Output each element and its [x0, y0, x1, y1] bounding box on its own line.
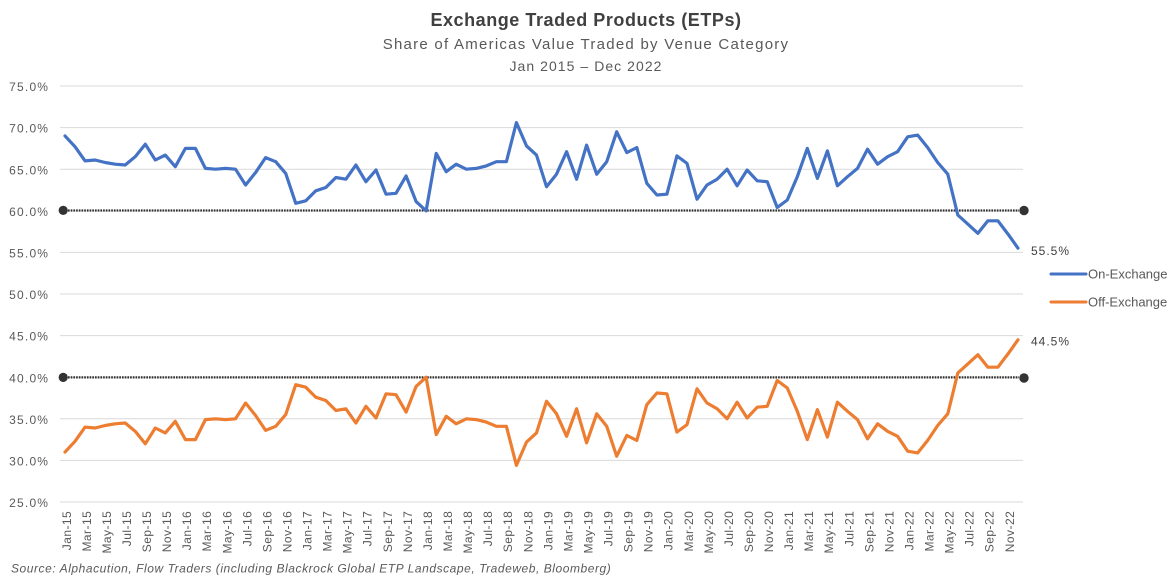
svg-text:Sep-22: Sep-22 — [983, 511, 997, 552]
svg-text:Mar-22: Mar-22 — [923, 511, 937, 552]
svg-text:Source: Alphacution, Flow Trad: Source: Alphacution, Flow Traders (inclu… — [11, 562, 611, 576]
svg-text:Sep-17: Sep-17 — [381, 511, 395, 552]
svg-text:Jan-18: Jan-18 — [421, 511, 435, 550]
svg-text:Nov-20: Nov-20 — [762, 511, 776, 552]
svg-text:Sep-20: Sep-20 — [742, 511, 756, 552]
svg-text:Jul-18: Jul-18 — [481, 511, 495, 546]
svg-text:40.0%: 40.0% — [9, 371, 49, 385]
svg-text:Jan-20: Jan-20 — [662, 511, 676, 550]
svg-text:Sep-21: Sep-21 — [862, 511, 876, 552]
svg-text:Jan-15: Jan-15 — [60, 511, 74, 550]
svg-text:Jan-19: Jan-19 — [541, 511, 555, 550]
svg-text:Mar-16: Mar-16 — [200, 511, 214, 552]
svg-text:Mar-18: Mar-18 — [441, 511, 455, 552]
svg-text:Jul-20: Jul-20 — [722, 511, 736, 546]
svg-text:Nov-22: Nov-22 — [1003, 511, 1017, 552]
svg-text:75.0%: 75.0% — [9, 80, 49, 94]
svg-text:May-18: May-18 — [461, 511, 475, 554]
svg-text:Sep-19: Sep-19 — [622, 511, 636, 552]
svg-text:Jan-16: Jan-16 — [180, 511, 194, 550]
svg-text:Exchange Traded Products (ETPs: Exchange Traded Products (ETPs) — [430, 10, 741, 30]
svg-text:Sep-16: Sep-16 — [260, 511, 274, 552]
svg-text:May-19: May-19 — [581, 511, 595, 554]
svg-text:35.0%: 35.0% — [9, 413, 49, 427]
svg-text:Mar-17: Mar-17 — [321, 511, 335, 552]
svg-text:Share of Americas Value Traded: Share of Americas Value Traded by Venue … — [383, 36, 790, 53]
svg-text:May-15: May-15 — [100, 511, 114, 554]
svg-text:50.0%: 50.0% — [9, 288, 49, 302]
svg-text:Mar-15: Mar-15 — [80, 511, 94, 552]
svg-text:Jan 2015 – Dec 2022: Jan 2015 – Dec 2022 — [509, 58, 662, 74]
svg-text:55.0%: 55.0% — [9, 247, 49, 261]
svg-text:May-17: May-17 — [341, 511, 355, 554]
svg-text:May-20: May-20 — [702, 511, 716, 554]
svg-text:60.0%: 60.0% — [9, 205, 49, 219]
svg-text:Mar-20: Mar-20 — [682, 511, 696, 552]
svg-text:Jul-19: Jul-19 — [602, 511, 616, 546]
svg-text:65.0%: 65.0% — [9, 163, 49, 177]
svg-text:Nov-21: Nov-21 — [882, 511, 896, 552]
svg-text:45.0%: 45.0% — [9, 330, 49, 344]
svg-text:Jul-22: Jul-22 — [963, 511, 977, 546]
svg-text:30.0%: 30.0% — [9, 455, 49, 469]
svg-text:May-16: May-16 — [220, 511, 234, 554]
svg-text:May-21: May-21 — [822, 511, 836, 554]
svg-text:Jan-22: Jan-22 — [903, 511, 917, 550]
svg-text:Nov-16: Nov-16 — [281, 511, 295, 552]
svg-text:70.0%: 70.0% — [9, 122, 49, 136]
svg-text:Mar-21: Mar-21 — [802, 511, 816, 552]
svg-text:25.0%: 25.0% — [9, 496, 49, 510]
svg-text:44.5%: 44.5% — [1031, 335, 1070, 349]
svg-text:Nov-15: Nov-15 — [160, 511, 174, 552]
svg-text:Nov-17: Nov-17 — [401, 511, 415, 552]
svg-text:Nov-19: Nov-19 — [642, 511, 656, 552]
svg-text:Sep-18: Sep-18 — [501, 511, 515, 552]
svg-text:Jul-17: Jul-17 — [361, 511, 375, 546]
svg-text:Mar-19: Mar-19 — [561, 511, 575, 552]
svg-text:Jan-17: Jan-17 — [301, 511, 315, 550]
svg-text:Sep-15: Sep-15 — [140, 511, 154, 552]
svg-text:Jul-21: Jul-21 — [842, 511, 856, 546]
svg-text:On-Exchange: On-Exchange — [1088, 267, 1168, 282]
svg-text:55.5%: 55.5% — [1031, 244, 1070, 258]
svg-text:May-22: May-22 — [943, 511, 957, 554]
svg-text:Off-Exchange: Off-Exchange — [1088, 295, 1167, 310]
svg-text:Jan-21: Jan-21 — [782, 511, 796, 550]
svg-text:Jul-16: Jul-16 — [240, 511, 254, 546]
svg-text:Nov-18: Nov-18 — [521, 511, 535, 552]
svg-text:Jul-15: Jul-15 — [120, 511, 134, 546]
